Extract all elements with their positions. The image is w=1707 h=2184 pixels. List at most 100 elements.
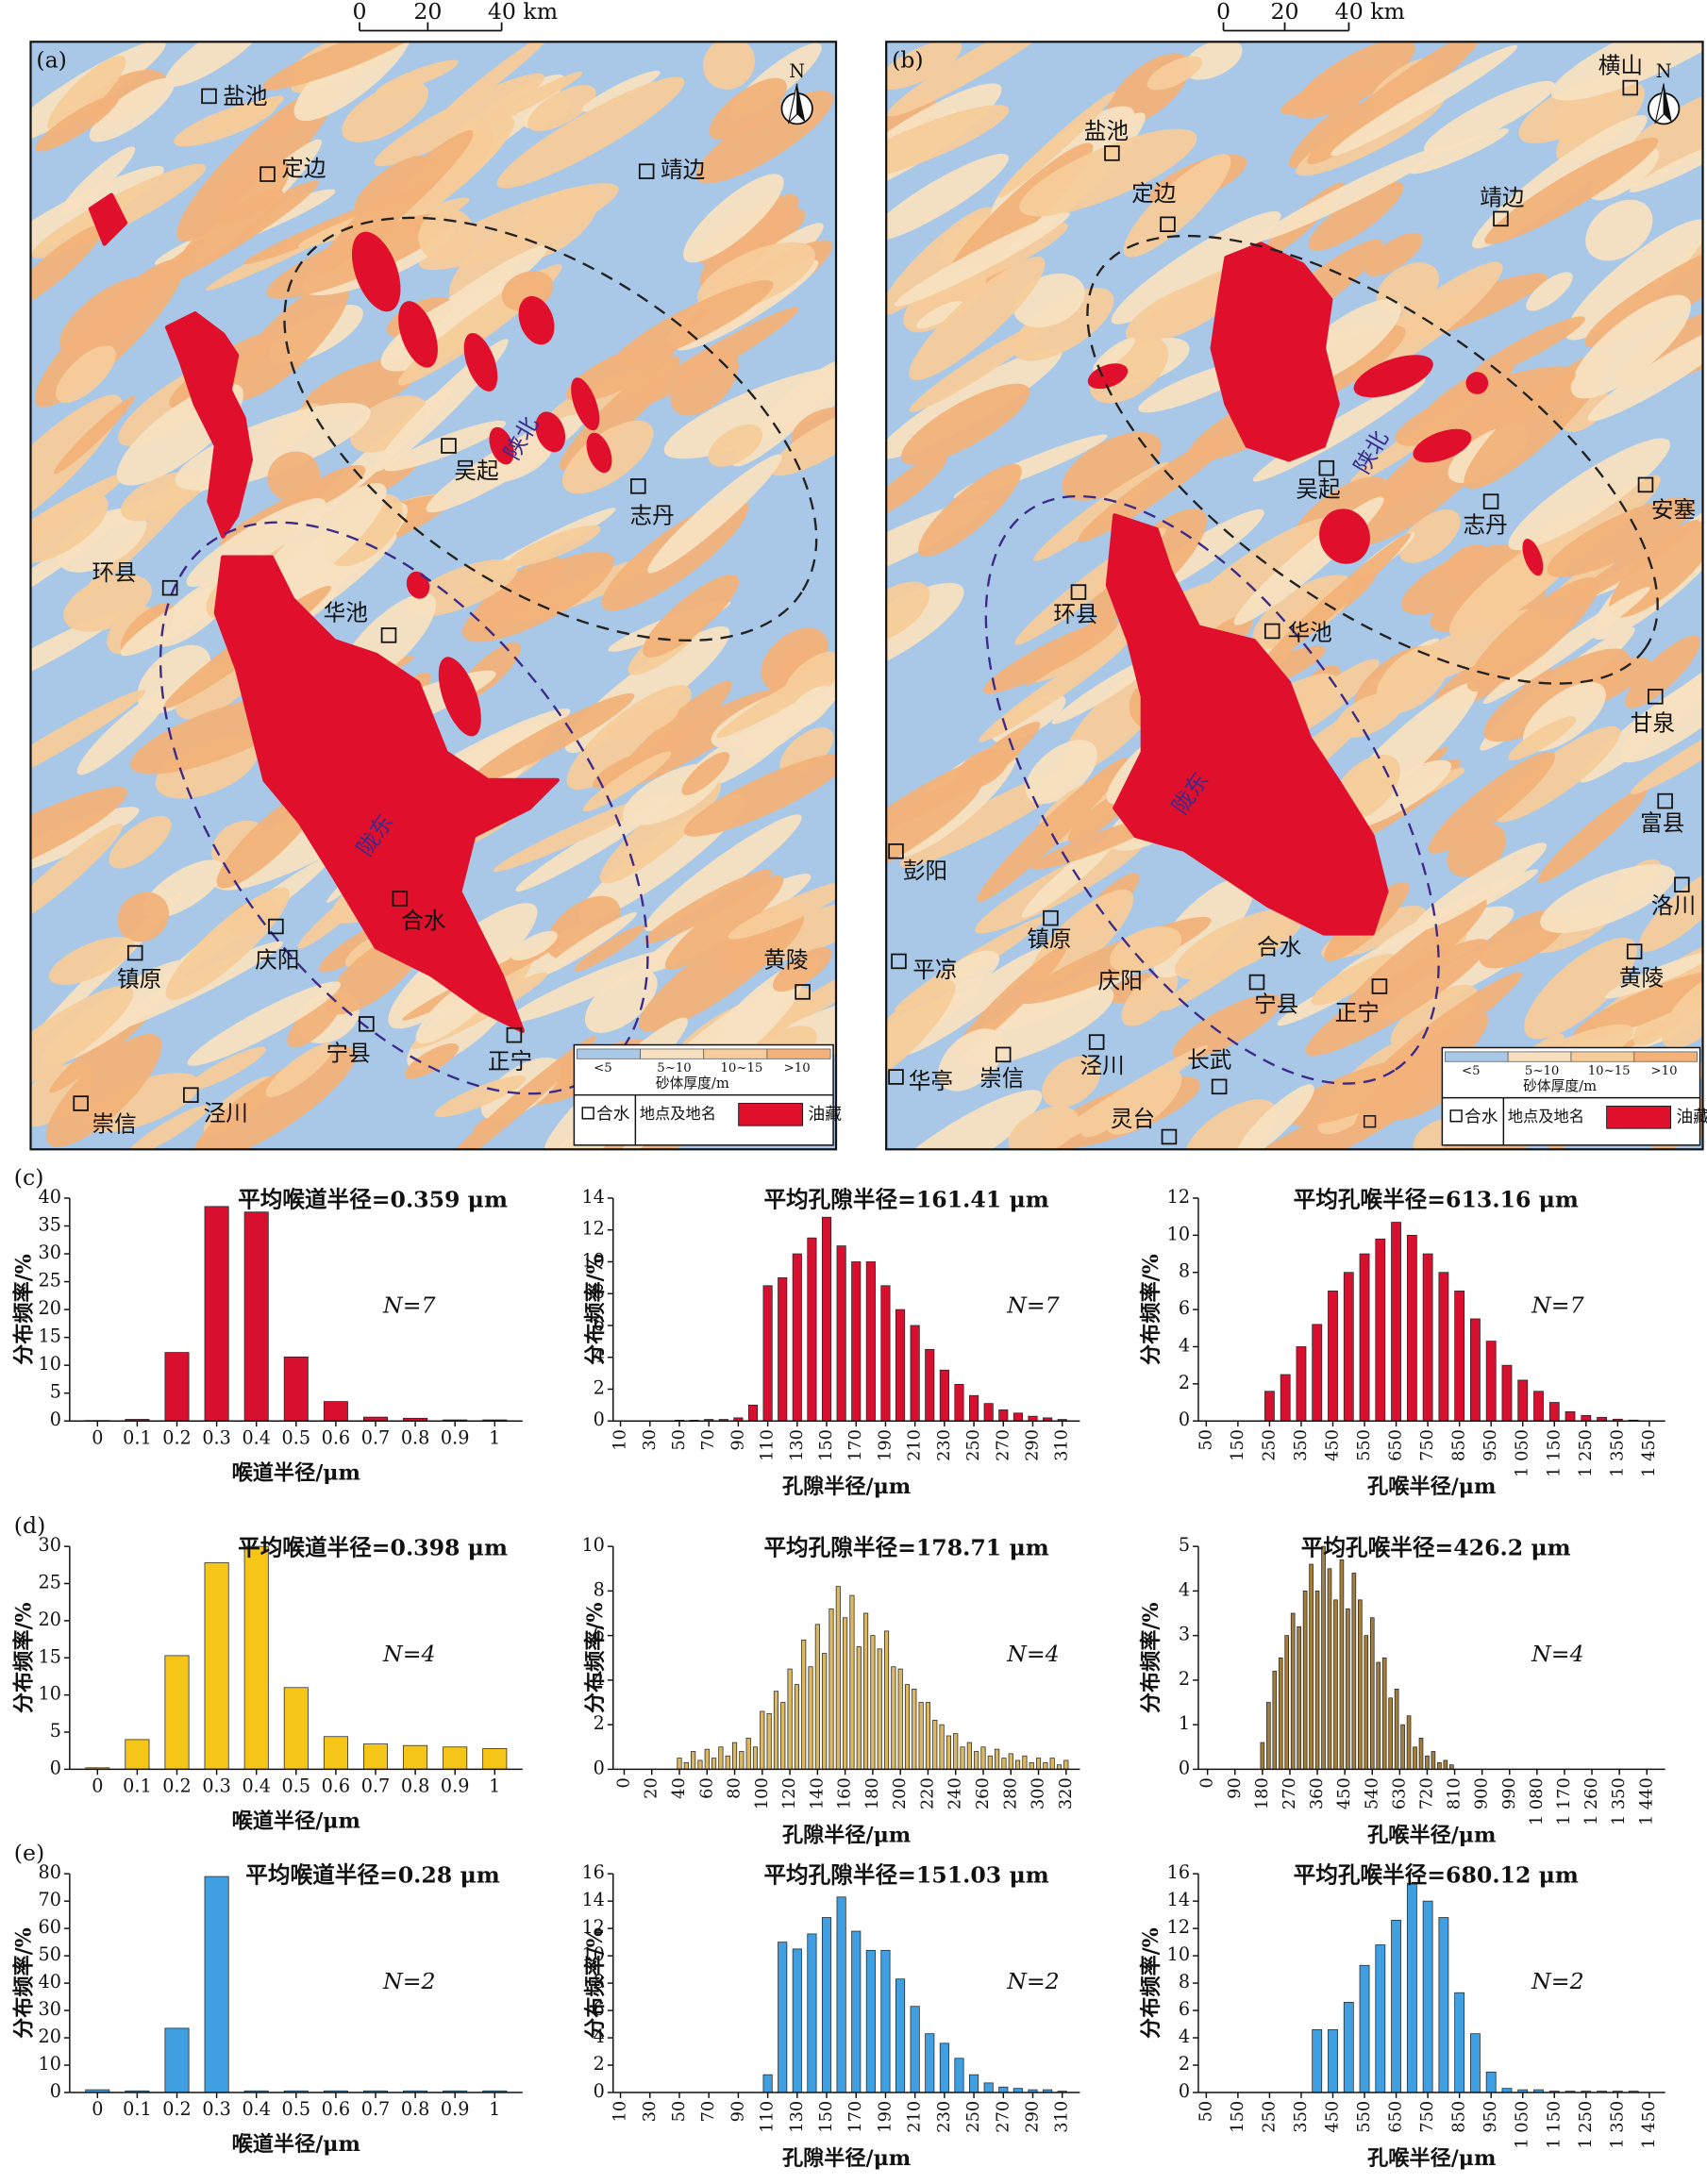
y-tick-label: 60 (39, 1916, 61, 1938)
sand-body (1413, 842, 1548, 932)
place-marker (795, 984, 811, 1000)
oil-reservoir (463, 332, 498, 392)
x-tick-label: 290 (1024, 2101, 1043, 2133)
x-axis-label: 孔隙半径/μm (782, 1823, 911, 1847)
annotation: N=7 (1006, 1292, 1059, 1319)
y-axis-label: 分布频率/% (12, 1927, 37, 2039)
sand-body (1025, 740, 1097, 805)
y-tick-label: 6 (594, 1624, 605, 1645)
place-marker (1318, 459, 1335, 476)
sand-body (581, 70, 661, 112)
y-tick-label: 25 (39, 1572, 61, 1593)
scale-label: 0 (1216, 0, 1230, 25)
bar (1012, 1412, 1023, 1422)
x-tick-label: 750 (1418, 1429, 1437, 1461)
bar (1035, 1758, 1042, 1770)
sand-body (614, 280, 774, 366)
sand-body (681, 752, 730, 795)
x-tick-label: 1 260 (1582, 1777, 1601, 1826)
bar (1043, 1761, 1048, 1770)
x-tick-label: 150 (817, 1429, 836, 1461)
y-tick-label: 40 (39, 1186, 61, 1208)
y-tick-label: 10 (39, 2053, 61, 2075)
bar (918, 1702, 924, 1770)
x-tick-label: 210 (906, 2101, 925, 2133)
bar (243, 1211, 269, 1422)
place-label: 志丹 (629, 502, 674, 528)
sand-body (647, 454, 782, 574)
bar (821, 1917, 832, 2093)
y-tick-label: 6 (594, 1998, 605, 2020)
bar (1422, 1900, 1433, 2093)
legend-class: <5 (594, 1061, 612, 1075)
x-tick-label: 950 (1481, 1429, 1500, 1461)
bar (711, 1758, 717, 1770)
sand-body (1398, 508, 1461, 563)
bar (880, 1285, 891, 1422)
sand-body (1305, 939, 1489, 1056)
x-tick-label: 810 (1446, 1777, 1464, 1809)
legend-place-sample: 合水 (596, 1104, 630, 1124)
map-frame (885, 41, 1704, 1151)
x-tick-label: 30 (641, 1429, 660, 1451)
bar (1280, 1374, 1291, 1422)
place-marker (995, 1046, 1012, 1063)
north-arrow (796, 83, 806, 123)
sand-body (539, 911, 637, 976)
x-tick-label: 0.7 (361, 1776, 391, 1797)
y-tick-label: 16 (581, 1861, 604, 1883)
bar (822, 1653, 828, 1770)
bar (1063, 1759, 1069, 1770)
chart-title: 平均孔隙半径=178.71 μm (763, 1535, 1048, 1561)
place-marker (1043, 909, 1059, 926)
sand-body (30, 985, 134, 1095)
bar (969, 1394, 979, 1422)
legend-swatch (1570, 1051, 1635, 1062)
scale-label: 40 km (1335, 0, 1405, 25)
y-tick-label: 10 (1167, 1943, 1190, 1965)
y-tick-label: 40 (39, 1971, 61, 1992)
north-arrow (1654, 83, 1665, 125)
x-tick-label: 1 050 (1514, 2101, 1532, 2149)
chart-title: 平均孔喉半径=680.12 μm (1294, 1862, 1579, 1889)
sand-body (1439, 544, 1488, 588)
place-marker (1493, 210, 1509, 227)
y-tick-label: 0 (1179, 1757, 1190, 1778)
bar (836, 1896, 846, 2093)
place-marker (638, 163, 655, 179)
x-tick-label: 0 (1198, 1777, 1217, 1788)
x-tick-label: 140 (808, 1777, 827, 1809)
sand-body (593, 755, 644, 789)
place-label: 长武 (1187, 1047, 1231, 1074)
y-tick-label: 20 (39, 1609, 61, 1630)
y-tick-label: 10 (581, 1249, 604, 1271)
x-tick-label: 0.2 (162, 2098, 192, 2120)
sand-body (1257, 532, 1412, 672)
x-tick-label: 250 (964, 2101, 983, 2133)
x-tick-label: 1 350 (1608, 1429, 1627, 1477)
x-tick-label: 0.1 (123, 1426, 152, 1448)
place-label: 合水 (401, 908, 445, 934)
sand-body (1334, 692, 1404, 738)
sand-body (463, 72, 583, 135)
oil-reservoir (489, 426, 514, 465)
sand-body (1395, 366, 1576, 446)
y-tick-label: 30 (39, 1998, 61, 2020)
y-tick-label: 15 (39, 1645, 61, 1667)
x-tick-label: 450 (1335, 1777, 1354, 1809)
place-label: 华亭 (909, 1068, 953, 1094)
sand-body (54, 395, 135, 475)
bar (960, 1746, 965, 1770)
x-tick-label: 0.2 (162, 1426, 192, 1448)
x-tick-label: 170 (846, 2101, 865, 2133)
sand-body (1235, 1084, 1314, 1150)
sand-body (30, 824, 124, 931)
place-label: 富县 (1640, 810, 1684, 837)
x-tick-label: 1 150 (1545, 2101, 1564, 2149)
bar (1028, 1415, 1038, 1422)
y-tick-label: 10 (1167, 1223, 1190, 1244)
place-marker (268, 918, 284, 935)
